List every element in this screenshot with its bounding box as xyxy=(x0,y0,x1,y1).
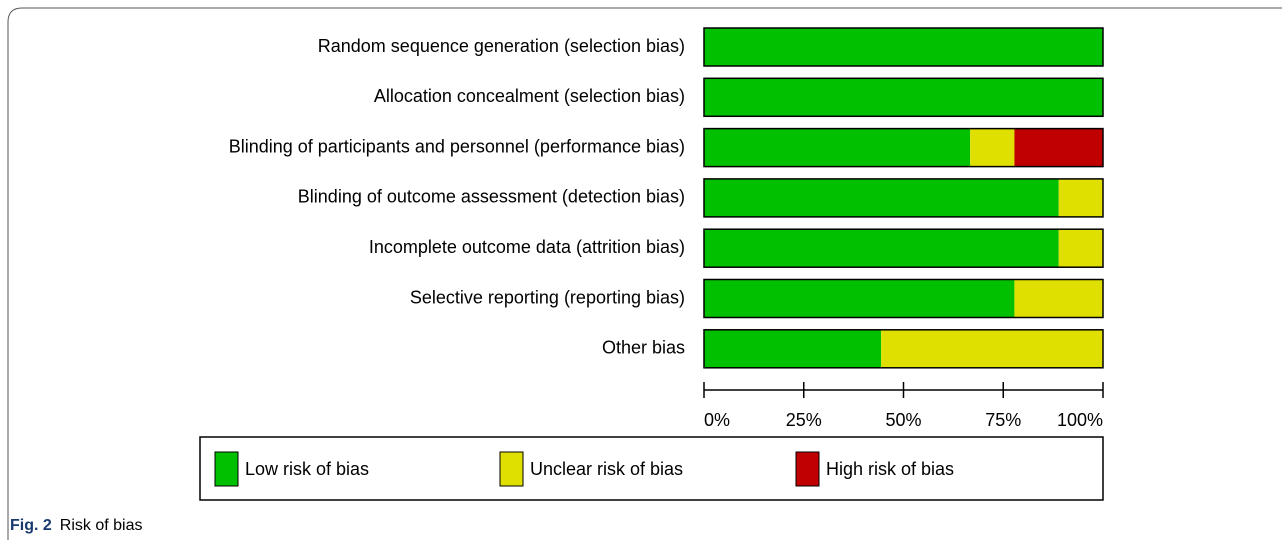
bar-segment xyxy=(704,128,971,167)
category-label: Selective reporting (reporting bias) xyxy=(410,287,685,307)
x-tick-label: 100% xyxy=(1057,410,1103,430)
caption-text: Risk of bias xyxy=(60,517,143,534)
category-label: Blinding of participants and personnel (… xyxy=(229,136,685,156)
caption-label: Fig. 2 xyxy=(10,517,52,534)
legend-swatch xyxy=(795,451,820,487)
bar-segment xyxy=(881,329,1103,368)
bar-outline xyxy=(703,178,1104,218)
bar-outline xyxy=(703,127,1104,168)
bar-segment xyxy=(704,329,882,368)
legend-label: High risk of bias xyxy=(826,459,954,479)
bar-segment xyxy=(704,279,1015,318)
bar-segment xyxy=(1058,229,1103,268)
legend-box xyxy=(199,436,1104,501)
bar-outline xyxy=(703,27,1104,67)
frame xyxy=(7,7,1282,540)
bar-segment xyxy=(1058,178,1103,217)
legend-swatch xyxy=(214,451,239,487)
legend-swatch xyxy=(499,451,524,487)
bar-segment xyxy=(704,178,1059,217)
x-tick-label: 75% xyxy=(985,410,1021,430)
bar-segment xyxy=(970,128,1015,167)
bar-segment xyxy=(1014,128,1103,167)
bar-outline xyxy=(703,278,1104,319)
category-label: Blinding of outcome assessment (detectio… xyxy=(298,187,685,207)
caption: Fig. 2 Risk of bias xyxy=(10,517,142,534)
legend-label: Low risk of bias xyxy=(245,459,369,479)
bar-outline xyxy=(703,77,1104,118)
bar-outline xyxy=(703,228,1104,268)
bar-outline xyxy=(703,329,1104,369)
bar-segment xyxy=(704,28,1103,66)
legend-label: Unclear risk of bias xyxy=(530,459,683,479)
bar-segment xyxy=(704,78,1103,117)
bar-segment xyxy=(1014,279,1103,318)
x-tick-label: 50% xyxy=(885,410,921,430)
x-tick-label: 0% xyxy=(704,410,730,430)
category-label: Random sequence generation (selection bi… xyxy=(318,36,685,56)
bar-segment xyxy=(704,229,1059,268)
category-label: Other bias xyxy=(602,338,685,358)
category-label: Incomplete outcome data (attrition bias) xyxy=(369,237,685,257)
category-label: Allocation concealment (selection bias) xyxy=(374,86,685,106)
x-tick-label: 25% xyxy=(786,410,822,430)
